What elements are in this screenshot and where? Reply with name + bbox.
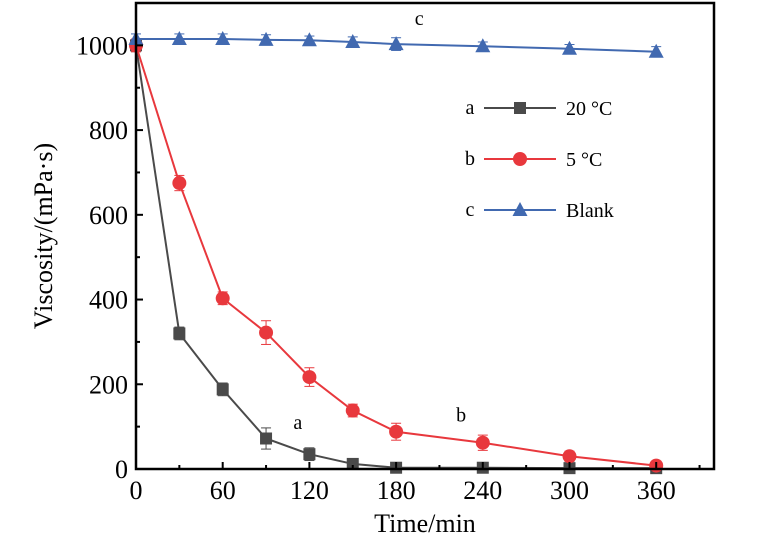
x-tick-label: 240 [463,476,502,505]
data-point [172,176,187,191]
data-point [475,38,491,53]
data-point [173,327,186,340]
series-line [136,38,657,53]
data-point [302,370,317,385]
x-tick-label: 120 [290,476,329,505]
y-tick-label: 200 [89,370,128,399]
data-point [345,33,361,48]
y-tick-label: 1000 [76,31,128,60]
x-tick-label: 360 [637,476,676,505]
x-tick-label: 0 [130,476,143,505]
data-point [216,383,229,396]
data-point [215,291,230,306]
legend-label: 20 °C [566,98,612,120]
y-tick-label: 600 [89,201,128,230]
data-point [389,424,404,439]
annotation-a: a [293,412,302,434]
plot-frame [134,1,716,471]
data-point [303,448,316,461]
data-point [562,449,577,464]
data-point [215,31,231,46]
data-point [345,403,360,418]
y-tick-label: 800 [89,116,128,145]
legend-tag: b [465,148,475,170]
legend-tag: a [466,97,475,119]
series-c [128,31,664,58]
series-line [135,45,657,467]
data-point [258,31,274,46]
data-point [475,435,490,450]
legend: a 20 °C b 5 °C c Blank [465,97,614,222]
y-tick-label: 0 [115,455,128,484]
y-tick-label: 400 [89,286,128,315]
x-tick-label: 60 [210,476,236,505]
x-axis-label: Time/min [374,509,476,534]
legend-marker [513,152,527,166]
annotation-c: c [415,8,424,30]
data-point [346,457,359,470]
data-point [260,432,273,445]
y-axis-label: Viscosity/(mPa·s) [29,143,58,329]
legend-label: 5 °C [566,149,602,171]
data-point [388,36,404,51]
x-tick-label: 180 [377,476,416,505]
data-point [562,40,577,55]
legend-marker [514,102,526,114]
legend-tag: c [466,199,475,221]
annotation-b: b [456,405,466,427]
data-point [648,43,664,58]
legend-label: Blank [566,200,614,222]
legend-marker [512,202,528,216]
data-point [301,32,317,47]
x-tick-label: 300 [550,476,589,505]
data-point [171,31,187,46]
data-point [259,325,274,340]
